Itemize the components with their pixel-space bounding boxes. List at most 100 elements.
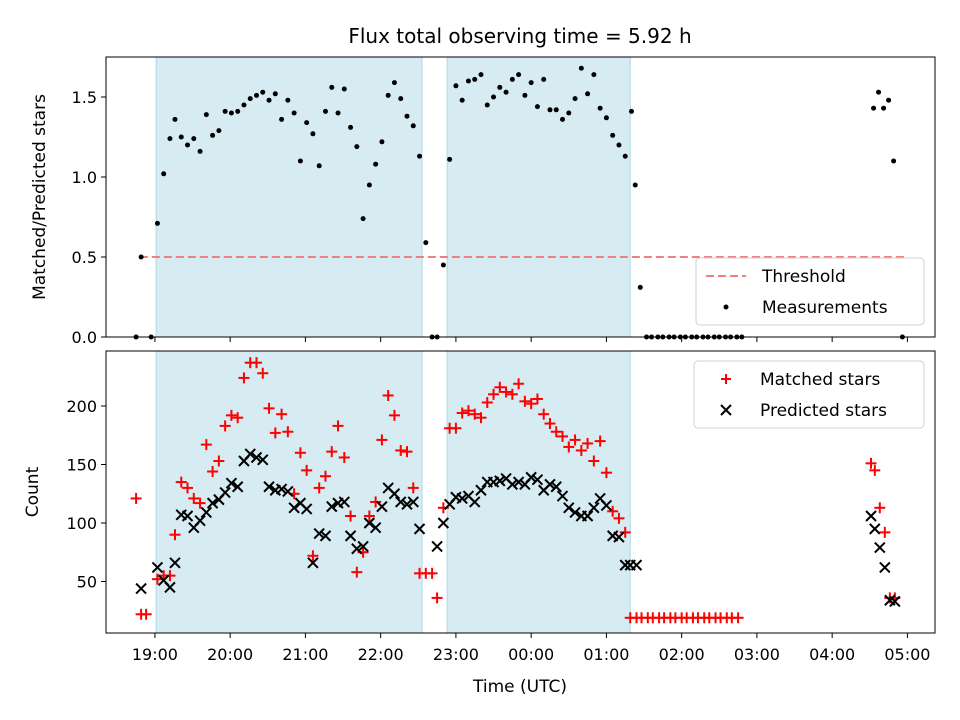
matched-star-point	[294, 447, 306, 459]
measurement-point	[560, 116, 566, 122]
matched-star-point	[182, 482, 194, 494]
matched-star-point	[513, 378, 525, 390]
measurement-point	[522, 92, 528, 98]
matched-star-point	[594, 435, 606, 447]
matched-star-point	[607, 505, 619, 517]
y-tick-label: 1.5	[72, 88, 97, 107]
measurement-point	[423, 240, 429, 246]
legend-predicted-label: Predicted stars	[760, 401, 887, 421]
measurement-point	[297, 158, 303, 164]
measurement-point	[484, 102, 490, 108]
measurement-point	[553, 107, 559, 113]
predicted-star-point	[275, 483, 288, 495]
matched-star-point	[582, 437, 594, 449]
measurement-point	[235, 108, 241, 114]
measurement-point	[366, 182, 372, 188]
bottom-y-ticks: 50 100 150 200	[66, 397, 106, 592]
measurement-point	[591, 72, 597, 78]
measurement-point	[572, 96, 578, 102]
matched-star-point	[363, 510, 375, 522]
top-shaded-regions	[155, 56, 631, 338]
y-tick-label: 150	[66, 456, 97, 475]
top-y-axis-label: Matched/Predicted stars	[30, 94, 50, 300]
predicted-star-point	[388, 488, 401, 500]
y-tick-label: 1.0	[72, 168, 97, 187]
measurement-point	[447, 156, 453, 162]
matched-star-point	[869, 464, 881, 476]
legend-measurements-swatch	[723, 304, 729, 310]
measurement-point	[316, 163, 322, 169]
predicted-star-point	[613, 531, 625, 543]
predicted-star-point	[351, 543, 363, 555]
measurement-point	[628, 108, 634, 114]
matched-star-point	[332, 420, 344, 432]
matched-star-point	[538, 408, 550, 420]
measurement-point	[329, 84, 335, 90]
matched-star-point	[269, 427, 281, 439]
legend-threshold-label: Threshold	[761, 267, 846, 287]
measurement-point	[410, 123, 416, 129]
matched-star-point	[351, 566, 363, 578]
measurement-point	[516, 72, 522, 78]
x-axis-label: Time (UTC)	[472, 677, 567, 697]
matched-star-point	[376, 434, 388, 446]
measurement-point	[465, 78, 471, 84]
measurement-point	[222, 108, 228, 114]
predicted-star-point	[206, 497, 219, 509]
predicted-star-point	[569, 506, 581, 519]
measurement-point	[253, 92, 259, 98]
predicted-star-point	[531, 474, 544, 486]
measurement-point	[178, 134, 184, 140]
y-tick-label: 0.0	[72, 328, 97, 347]
top-plot-frame	[105, 56, 936, 338]
matched-star-point	[175, 476, 187, 488]
measurement-point	[547, 107, 553, 113]
bottom-legend: Matched stars Predicted stars	[693, 360, 925, 429]
predicted-star-point	[219, 486, 231, 499]
predicted-star-point	[357, 540, 369, 553]
matched-star-point	[313, 482, 325, 494]
predicted-star-point	[431, 540, 443, 553]
predicted-star-point	[469, 496, 481, 508]
matched-star-point	[525, 398, 537, 410]
y-tick-label: 50	[77, 573, 97, 592]
observing-window	[446, 56, 631, 338]
predicted-star-point	[550, 481, 562, 493]
matched-star-point	[388, 409, 400, 421]
measurement-point	[391, 80, 397, 86]
y-tick-label: 100	[66, 514, 97, 533]
predicted-star-point	[194, 514, 206, 527]
measurement-point	[632, 182, 638, 188]
predicted-star-point	[263, 481, 275, 493]
matched-star-point	[338, 451, 350, 463]
measurement-point	[304, 120, 310, 126]
measurement-point	[585, 91, 591, 97]
measurement-point	[138, 254, 144, 260]
matched-star-point	[569, 434, 581, 446]
predicted-star-point	[475, 484, 487, 496]
legend-matched-label: Matched stars	[760, 370, 880, 390]
x-tick-label: 20:00	[207, 645, 253, 664]
measurement-point	[603, 115, 609, 121]
matched-star-point	[879, 526, 891, 538]
observing-window	[155, 56, 423, 338]
measurement-point	[622, 153, 628, 159]
measurement-point	[472, 76, 478, 82]
x-tick-label: 22:00	[358, 645, 404, 664]
matched-star-point	[207, 466, 219, 478]
matched-star-point	[500, 386, 512, 398]
measurement-point	[440, 262, 446, 268]
matched-star-point	[326, 446, 338, 458]
predicted-star-point	[151, 561, 164, 574]
x-tick-label: 21:00	[282, 645, 328, 664]
measurement-point	[453, 83, 459, 89]
predicted-star-point	[865, 510, 877, 522]
bottom-plot-frame	[105, 350, 936, 634]
measurement-point	[335, 110, 341, 116]
measurement-point	[285, 97, 291, 103]
matched-star-point	[557, 430, 569, 442]
measurement-point	[279, 116, 285, 122]
matched-star-point	[550, 426, 562, 438]
matched-star-point	[506, 388, 518, 400]
matched-star-point	[225, 409, 237, 421]
